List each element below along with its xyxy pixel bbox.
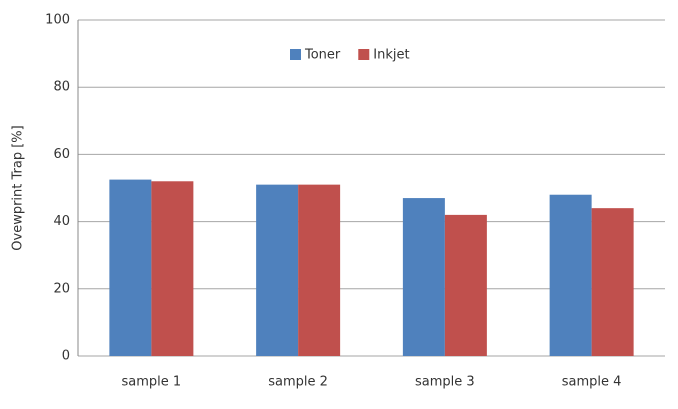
bar — [151, 181, 194, 356]
bar — [298, 184, 341, 356]
bar — [402, 198, 445, 356]
y-tick-label: 100 — [45, 13, 70, 28]
y-tick-label: 20 — [53, 281, 70, 296]
bar — [256, 184, 299, 356]
y-tick-label: 80 — [53, 80, 70, 95]
y-axis-label: Ovewprint Trap [%] — [11, 125, 26, 250]
bar — [444, 214, 487, 356]
bar — [549, 194, 592, 356]
legend-label: Inkjet — [373, 48, 409, 63]
x-tick-label: sample 1 — [122, 375, 182, 390]
x-tick-label: sample 2 — [268, 375, 328, 390]
bar — [591, 208, 634, 356]
y-tick-label: 40 — [53, 214, 70, 229]
x-tick-label: sample 4 — [562, 375, 622, 390]
bar — [109, 179, 152, 356]
legend-swatch — [290, 49, 301, 60]
legend-swatch — [358, 49, 370, 60]
legend-label: Toner — [304, 48, 341, 63]
y-tick-label: 0 — [62, 349, 70, 364]
y-tick-label: 60 — [53, 147, 70, 162]
x-tick-label: sample 3 — [415, 375, 475, 390]
